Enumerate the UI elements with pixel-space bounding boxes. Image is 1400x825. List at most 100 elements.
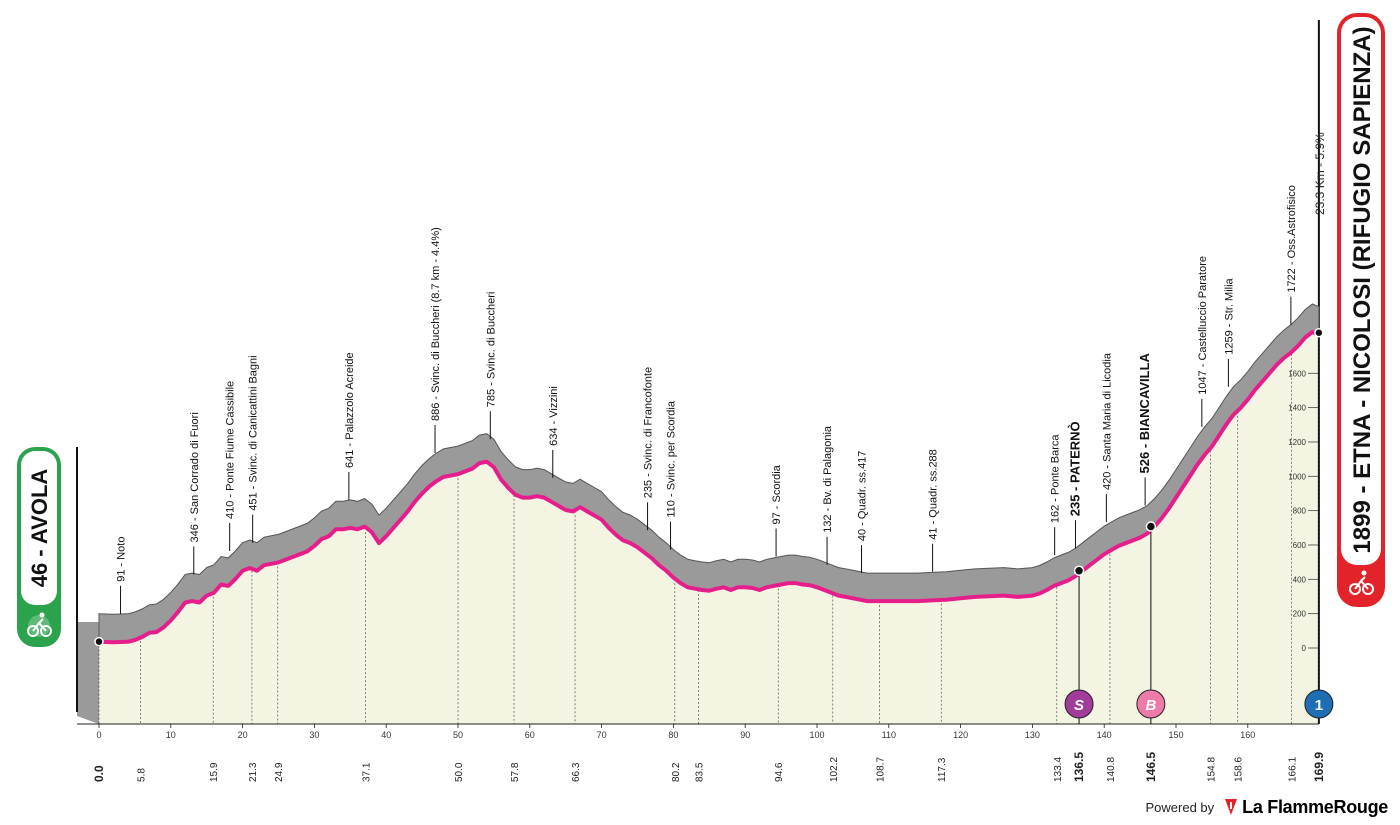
finish-label: 1899 - ETNA - NICOLOSI (RIFUGIO SAPIENZA…	[1349, 26, 1376, 553]
altitude-tick-label: 400	[1293, 575, 1307, 584]
brand-name-2: Rouge	[1333, 796, 1389, 817]
x-tick-label: 20	[238, 730, 248, 740]
km-marker-label: 108.7	[875, 757, 886, 782]
altitude-tick-label: 200	[1293, 610, 1307, 619]
km-marker-label: 102.2	[829, 757, 840, 782]
markers-layer: S B 1	[1064, 521, 1334, 724]
cyclist-icon	[1349, 570, 1374, 595]
x-axis-layer: 0 10 20 30 40 50 60 70 80 90 100 110 120 130 140 150 160…	[77, 723, 1326, 782]
start-point	[94, 636, 104, 647]
poi-label: 410 - Ponte Fiume Cassibile	[225, 381, 237, 519]
x-tick-label: 140	[1097, 730, 1112, 740]
brand-logo: La FlammeRouge	[1224, 797, 1388, 818]
km-marker-label: 80.2	[671, 762, 682, 782]
poi-label: 346 - San Corrado di Fuori	[189, 412, 201, 542]
km-marker-label: 117.3	[937, 757, 948, 782]
km-marker-label: 66.3	[571, 762, 582, 782]
road-line-layer	[94, 327, 1324, 647]
km-marker-label: 83.5	[695, 762, 706, 782]
km-marker-label: 140.8	[1106, 757, 1117, 782]
km-marker-label: 15.9	[209, 762, 220, 782]
marker-dot	[1145, 521, 1157, 532]
poi-label: 1047 - Castelluccio Paratore	[1197, 256, 1209, 395]
profile-area	[99, 332, 1319, 724]
km-marker-label: 136.5	[1072, 752, 1086, 782]
km-marker-label: 37.1	[361, 762, 372, 782]
poi-label: 162 - Ponte Barca	[1050, 434, 1062, 524]
km-marker-label: 94.6	[774, 762, 785, 782]
km-marker-label: 50.0	[454, 762, 465, 782]
x-tick-label: 30	[309, 730, 319, 740]
sprint-badge	[1136, 689, 1166, 719]
x-tick-label: 110	[882, 730, 896, 740]
altitude-tick-label: 1000	[1288, 472, 1306, 481]
start-wall	[77, 622, 99, 724]
flame-rouge-icon	[1225, 799, 1238, 815]
km-marker-label: 5.8	[137, 768, 148, 782]
poi-label: 634 - Vizzini	[548, 386, 560, 446]
poi-label: 132 - Bv. di Palagonia	[822, 425, 834, 533]
branding: Powered by La FlammeRouge	[1146, 795, 1389, 819]
km-marker-label: 146.5	[1144, 752, 1158, 782]
road-line	[98, 330, 1320, 645]
km-marker-label: 166.1	[1288, 757, 1299, 782]
poi-label: 886 - Svinc. di Buccheri (8.7 km - 4.4%)	[430, 227, 442, 421]
x-tick-label: 100	[809, 730, 824, 740]
finish-point	[1314, 327, 1324, 338]
km-marker-label: 0.0	[92, 765, 106, 782]
poi-label: 235 - Svinc. di Francofonte	[643, 367, 655, 498]
altitude-tick-label: 600	[1293, 541, 1307, 550]
x-tick-label: 160	[1240, 730, 1255, 740]
poi-label: 451 - Svinc. di Canicattini Bagni	[248, 355, 260, 510]
poi-label: 641 - Palazzolo Acreide	[344, 352, 356, 468]
sprint-badge-letter: B	[1145, 697, 1156, 714]
km-marker-label: 133.4	[1053, 757, 1064, 782]
x-tick-label: 130	[1025, 730, 1040, 740]
finish-marker-badge	[1304, 689, 1334, 719]
x-tick-label: 60	[525, 730, 535, 740]
start-label: 46 - AVOLA	[27, 469, 52, 588]
altitude-tick-label: 1400	[1288, 404, 1306, 413]
start-badge: 46 - AVOLA	[17, 447, 61, 647]
profile-fill-layer	[76, 20, 1320, 724]
climb-label: 23.3 Km - 5.9%	[1313, 132, 1327, 215]
km-marker-label: 158.6	[1234, 757, 1245, 782]
cyclist-icon	[27, 612, 52, 637]
poi-label: 97 - Scordia	[771, 464, 783, 524]
x-tick-label: 120	[953, 730, 968, 740]
x-tick-label: 0	[96, 730, 101, 740]
altitude-tick-label: 1600	[1288, 369, 1306, 378]
x-tick-label: 90	[740, 730, 750, 740]
x-tick-label: 40	[381, 730, 391, 740]
x-tick-label: 10	[166, 730, 176, 740]
km-marker-label: 21.3	[248, 762, 259, 782]
altitude-tick-label: 1200	[1288, 438, 1306, 447]
sprint-badge-letter: S	[1074, 697, 1084, 714]
poi-label: 40 - Quadr. ss.417	[857, 451, 869, 542]
poi-label: 1259 - Str. Milia	[1223, 277, 1235, 354]
x-tick-label: 150	[1168, 730, 1183, 740]
poi-label: 1722 - Oss.Astrofisico	[1286, 185, 1298, 293]
points-of-interest-layer: 91 - Noto 346 - San Corrado di Fuori 410 -…	[116, 185, 1298, 614]
marker-dot	[1073, 565, 1085, 576]
poi-label: 235 - PATERNÒ	[1067, 421, 1082, 516]
finish-badge: 1899 - ETNA - NICOLOSI (RIFUGIO SAPIENZA…	[1337, 13, 1385, 607]
poi-label: 110 - Svinc. per Scordia	[666, 400, 678, 517]
poi-label: 420 - Santa Maria di Licodia	[1101, 352, 1113, 490]
x-tick-label: 80	[668, 730, 678, 740]
km-marker-label: 169.9	[1312, 752, 1326, 782]
finish-marker-symbol: 1	[1315, 697, 1323, 714]
altitude-ticks-layer: 0 200 400 600 800 1000 1200 1400 1600	[1288, 369, 1318, 653]
poi-label: 526 - BIANCAVILLA	[1137, 352, 1152, 473]
x-tick-label: 70	[597, 730, 607, 740]
altitude-tick-label: 800	[1293, 507, 1307, 516]
km-marker-label: 154.8	[1206, 757, 1217, 782]
poi-label: 785 - Svinc. di Buccheri	[485, 292, 497, 408]
km-marker-label: 57.8	[510, 762, 521, 782]
powered-by-text: Powered by	[1145, 799, 1215, 815]
km-marker-label: 24.9	[274, 762, 285, 782]
altitude-tick-label: 0	[1302, 644, 1307, 653]
poi-label: 91 - Noto	[116, 537, 128, 582]
brand-name-1: La Flamme	[1242, 796, 1334, 817]
